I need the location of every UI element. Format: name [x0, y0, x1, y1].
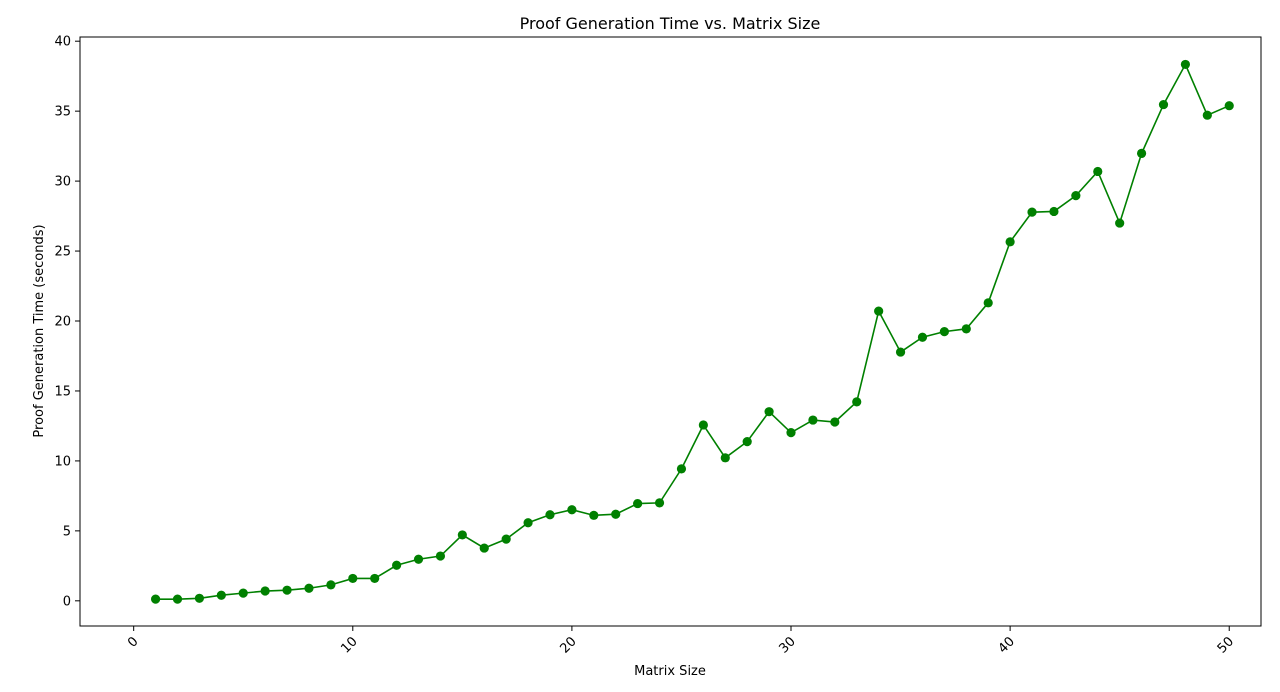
data-point — [348, 573, 358, 584]
data-point — [501, 534, 511, 544]
y-axis: 0 5 10 15 20 25 30 35 40 — [54, 35, 80, 609]
x-tick-label: 40 — [996, 634, 1018, 656]
data-point — [698, 420, 708, 430]
y-tick-label: 5 — [63, 524, 71, 539]
data-point — [874, 306, 884, 316]
data-point — [1049, 206, 1059, 217]
y-tick-label: 30 — [54, 175, 71, 190]
y-axis-label: Proof Generation Time (seconds) — [32, 224, 47, 437]
data-point — [326, 580, 336, 590]
data-point — [194, 593, 205, 603]
y-tick-label: 10 — [54, 454, 71, 469]
data-point — [238, 588, 248, 598]
data-point — [1136, 148, 1147, 159]
data-point — [720, 453, 730, 463]
x-axis: 0 10 20 30 40 50 — [125, 626, 1237, 657]
data-point — [895, 347, 906, 357]
x-tick-label: 10 — [338, 634, 360, 656]
chart-title: Proof Generation Time vs. Matrix Size — [520, 14, 821, 33]
data-point — [830, 417, 840, 427]
data-point — [304, 583, 314, 593]
x-tick-label: 50 — [1215, 634, 1237, 656]
x-axis-label: Matrix Size — [634, 664, 706, 679]
data-point — [545, 510, 555, 520]
data-point — [567, 505, 577, 515]
x-tick-label: 20 — [557, 634, 579, 656]
data-point — [479, 543, 489, 553]
data-point — [1158, 99, 1169, 110]
data-point — [1005, 237, 1015, 247]
x-tick-label: 30 — [777, 634, 799, 656]
data-point — [852, 397, 862, 407]
y-tick-label: 20 — [54, 315, 71, 330]
data-point — [764, 407, 774, 417]
data-point — [1093, 166, 1103, 177]
data-point — [1115, 218, 1125, 228]
data-point — [172, 594, 183, 604]
data-point — [917, 332, 928, 342]
data-point — [983, 298, 993, 308]
data-point — [282, 585, 292, 595]
data-point — [435, 551, 446, 561]
data-point — [786, 428, 796, 438]
data-point — [742, 437, 752, 447]
data-point — [961, 324, 971, 334]
data-point — [216, 590, 226, 600]
data-point — [413, 554, 424, 564]
y-tick-label: 25 — [54, 245, 71, 260]
y-tick-label: 35 — [54, 105, 71, 120]
data-point — [654, 498, 665, 508]
data-point — [611, 509, 621, 519]
data-point — [589, 510, 599, 520]
y-tick-label: 0 — [63, 594, 71, 609]
data-point — [370, 573, 380, 584]
series-markers — [150, 59, 1234, 604]
data-point — [1027, 207, 1037, 217]
data-point — [150, 594, 161, 604]
data-point — [676, 464, 687, 474]
data-point — [633, 498, 643, 509]
plot-area — [79, 36, 1262, 627]
y-tick-label: 40 — [54, 35, 71, 50]
data-point — [260, 586, 270, 596]
data-point — [523, 518, 533, 528]
data-point — [392, 560, 402, 570]
data-point — [1180, 59, 1191, 70]
data-point — [1224, 101, 1234, 111]
data-point — [1071, 191, 1081, 201]
data-point — [808, 415, 818, 425]
data-point — [939, 327, 949, 337]
x-tick-label: 0 — [125, 634, 141, 650]
data-point — [457, 530, 467, 540]
y-tick-label: 15 — [54, 384, 71, 399]
data-point — [1202, 110, 1212, 120]
